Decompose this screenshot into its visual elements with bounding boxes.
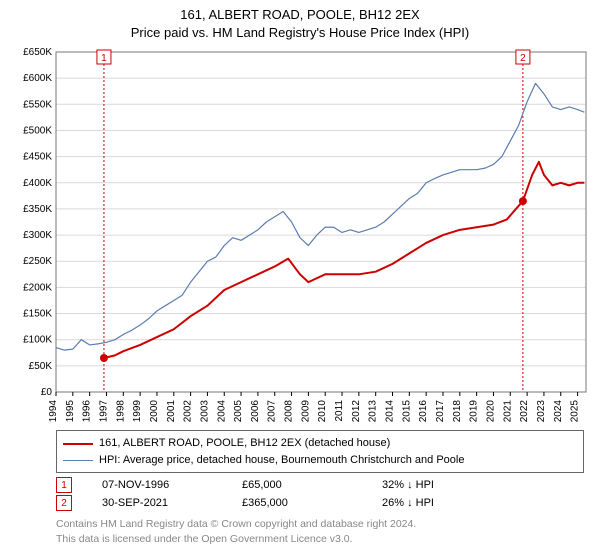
svg-text:£450K: £450K: [23, 152, 52, 163]
svg-text:2006: 2006: [250, 400, 261, 423]
svg-text:£650K: £650K: [23, 47, 52, 58]
line-chart: £0 £50K £100K £150K £200K £250K £300K £350K £400…: [8, 46, 592, 426]
svg-text:1998: 1998: [115, 400, 126, 423]
chart-title-line2: Price paid vs. HM Land Registry's House …: [8, 24, 592, 42]
svg-text:1: 1: [101, 53, 107, 64]
svg-text:2011: 2011: [334, 400, 345, 422]
marker-delta: 26% ↓ HPI: [382, 497, 492, 509]
svg-text:£350K: £350K: [23, 204, 52, 215]
svg-text:£500K: £500K: [23, 126, 52, 137]
marker-row: 1 07-NOV-1996 £65,000 32% ↓ HPI: [56, 477, 584, 493]
legend-label: HPI: Average price, detached house, Bour…: [99, 452, 464, 469]
svg-text:2005: 2005: [233, 400, 244, 423]
svg-text:2017: 2017: [435, 400, 446, 423]
svg-text:2: 2: [520, 53, 526, 64]
legend-item: 161, ALBERT ROAD, POOLE, BH12 2EX (detac…: [63, 435, 577, 452]
svg-text:2003: 2003: [199, 400, 210, 423]
svg-text:1999: 1999: [132, 400, 143, 423]
marker-date: 30-SEP-2021: [102, 497, 212, 509]
svg-text:2012: 2012: [351, 400, 362, 423]
svg-text:2009: 2009: [300, 400, 311, 423]
svg-text:£400K: £400K: [23, 178, 52, 189]
svg-text:2002: 2002: [183, 400, 194, 423]
svg-text:1997: 1997: [98, 400, 109, 423]
svg-text:2023: 2023: [536, 400, 547, 423]
marker-delta: 32% ↓ HPI: [382, 479, 492, 491]
svg-text:2010: 2010: [317, 400, 328, 423]
svg-text:2018: 2018: [452, 400, 463, 423]
svg-text:2025: 2025: [570, 400, 581, 423]
svg-text:1995: 1995: [65, 400, 76, 423]
svg-text:2015: 2015: [401, 400, 412, 423]
svg-text:£150K: £150K: [23, 309, 52, 320]
marker-price: £65,000: [242, 479, 352, 491]
svg-text:£50K: £50K: [29, 361, 53, 372]
marker-price: £365,000: [242, 497, 352, 509]
legend-item: HPI: Average price, detached house, Bour…: [63, 452, 577, 469]
svg-text:2007: 2007: [267, 400, 278, 423]
svg-text:2019: 2019: [469, 400, 480, 423]
legend-swatch: [63, 460, 93, 461]
svg-text:2021: 2021: [502, 400, 513, 423]
svg-text:£250K: £250K: [23, 257, 52, 268]
marker-index: 2: [56, 495, 72, 511]
svg-text:£550K: £550K: [23, 100, 52, 111]
footnote-line2: This data is licensed under the Open Gov…: [56, 532, 584, 546]
legend-swatch: [63, 443, 93, 445]
svg-text:2008: 2008: [284, 400, 295, 423]
legend-label: 161, ALBERT ROAD, POOLE, BH12 2EX (detac…: [99, 435, 390, 452]
svg-text:1994: 1994: [48, 400, 59, 423]
svg-text:2020: 2020: [485, 400, 496, 423]
marker-index: 1: [56, 477, 72, 493]
svg-text:2014: 2014: [385, 400, 396, 423]
marker-date: 07-NOV-1996: [102, 479, 212, 491]
svg-text:2000: 2000: [149, 400, 160, 423]
chart-title-line1: 161, ALBERT ROAD, POOLE, BH12 2EX: [8, 6, 592, 24]
svg-text:£0: £0: [41, 387, 53, 398]
footnote-line1: Contains HM Land Registry data © Crown c…: [56, 517, 584, 531]
svg-text:2016: 2016: [418, 400, 429, 423]
svg-text:£200K: £200K: [23, 283, 52, 294]
svg-text:£100K: £100K: [23, 335, 52, 346]
svg-text:£300K: £300K: [23, 230, 52, 241]
svg-text:2013: 2013: [368, 400, 379, 423]
svg-text:£600K: £600K: [23, 74, 52, 85]
svg-text:1996: 1996: [82, 400, 93, 423]
legend: 161, ALBERT ROAD, POOLE, BH12 2EX (detac…: [56, 430, 584, 473]
svg-text:2004: 2004: [216, 400, 227, 423]
footnote: Contains HM Land Registry data © Crown c…: [56, 517, 584, 545]
svg-text:2024: 2024: [553, 400, 564, 423]
svg-text:2022: 2022: [519, 400, 530, 423]
svg-text:2001: 2001: [166, 400, 177, 423]
marker-row: 2 30-SEP-2021 £365,000 26% ↓ HPI: [56, 495, 584, 511]
